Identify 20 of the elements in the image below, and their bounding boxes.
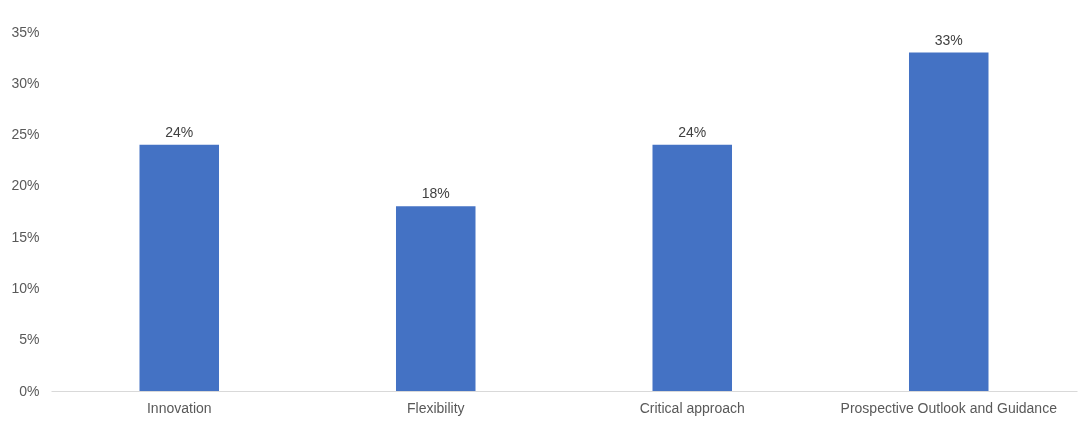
data-label: 33% [934, 31, 963, 48]
y-tick-label: 30% [11, 74, 40, 91]
y-tick-label: 35% [11, 23, 40, 40]
y-tick-label: 5% [19, 331, 40, 348]
y-tick-label: 0% [19, 382, 40, 399]
x-tick-label: Prospective Outlook and Guidance [840, 399, 1058, 416]
y-tick-label: 10% [11, 279, 40, 296]
bar [652, 144, 733, 391]
y-tick-label: 25% [11, 126, 40, 143]
bar [908, 52, 989, 391]
bar [139, 144, 220, 391]
x-tick-label: Critical approach [639, 399, 745, 416]
x-tick-label: Flexibility [406, 399, 465, 416]
bar [395, 206, 476, 391]
y-tick-label: 20% [11, 177, 40, 194]
data-label: 24% [678, 123, 707, 140]
data-label: 24% [165, 123, 194, 140]
data-label: 18% [421, 185, 450, 202]
x-tick-label: Innovation [146, 399, 212, 416]
y-tick-label: 15% [11, 228, 40, 245]
